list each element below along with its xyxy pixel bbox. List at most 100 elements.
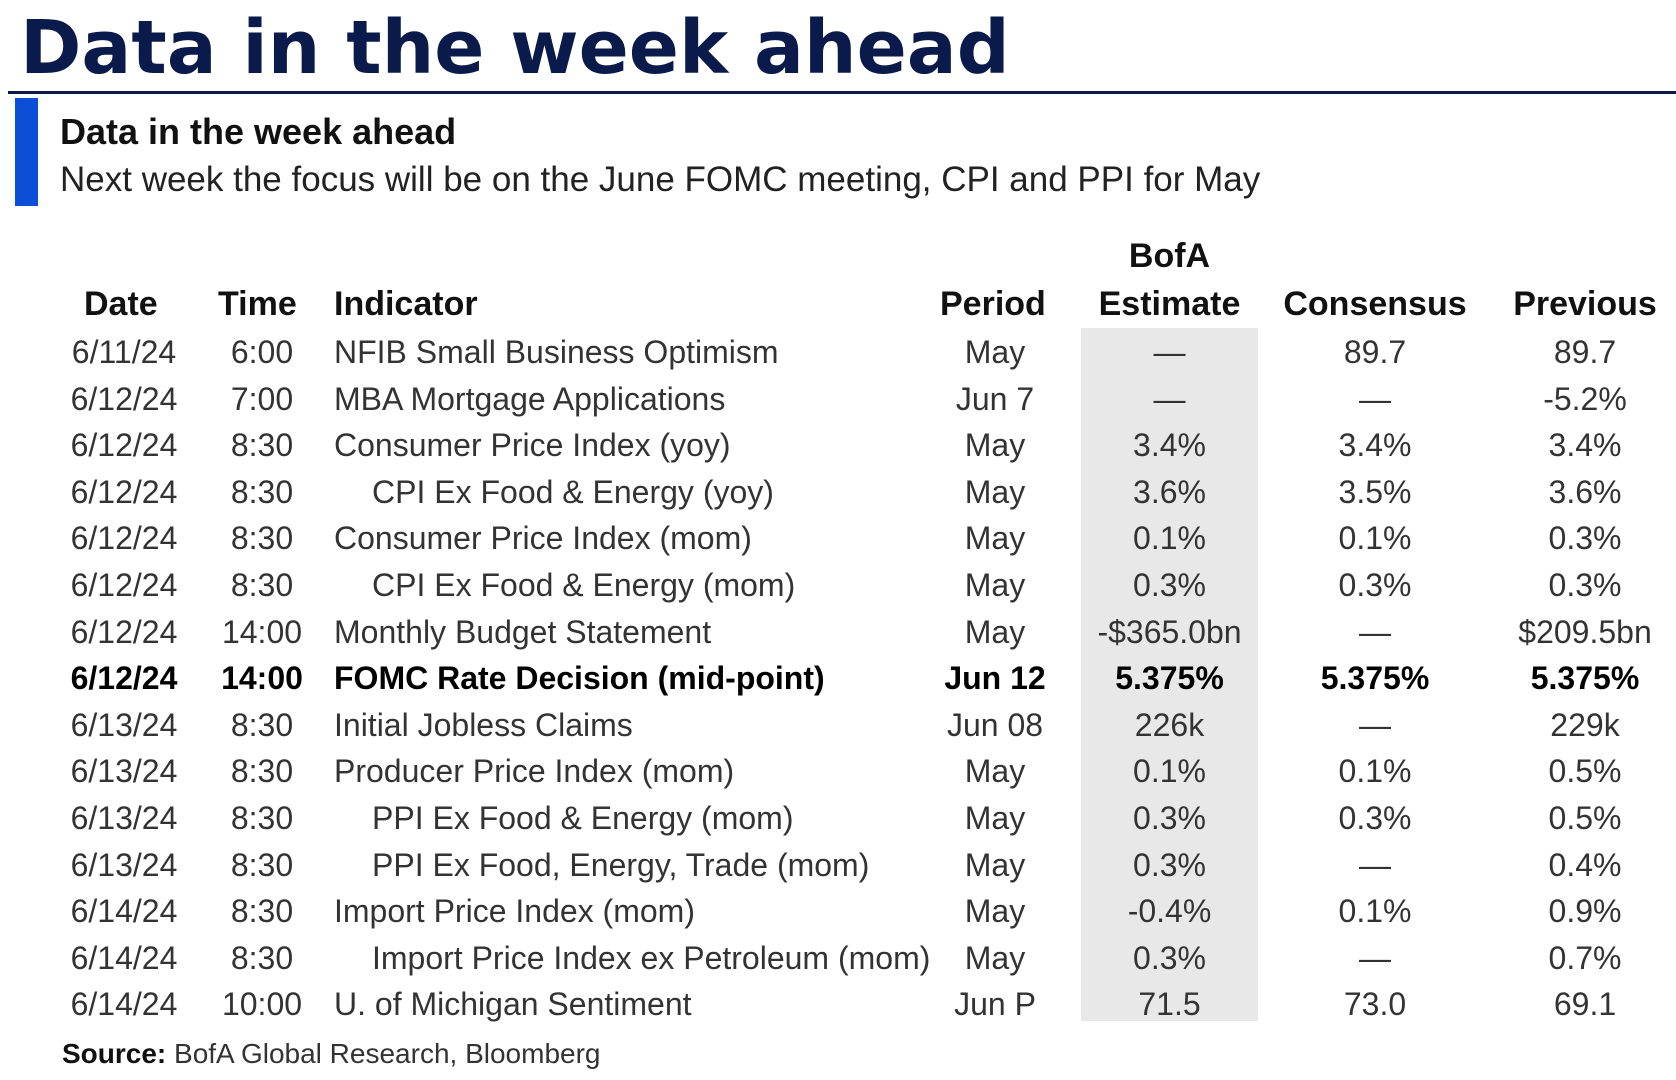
table-row: 6/12/24 14:00 Monthly Budget Statement M… [0, 609, 1676, 656]
cell-time: 8:30 [230, 706, 294, 743]
cell-indicator: MBA Mortgage Applications [334, 380, 726, 417]
cell-indicator: Producer Price Index (mom) [334, 753, 735, 790]
table-row: 6/12/24 8:30 CPI Ex Food & Energy (yoy) … [0, 469, 1676, 516]
header-consensus: Consensus [1283, 285, 1467, 323]
cell-bofa-estimate: 3.4% [1133, 427, 1206, 464]
table-row: 6/13/24 8:30 Producer Price Index (mom) … [0, 748, 1676, 795]
cell-previous: 0.3% [1548, 566, 1622, 603]
cell-previous: 3.6% [1548, 473, 1622, 510]
cell-period: Jun 08 [946, 706, 1044, 743]
cell-time: 8:30 [230, 520, 294, 557]
source-note: Source: BofA Global Research, Bloomberg [62, 1036, 600, 1072]
cell-date: 6/12/24 [70, 520, 178, 557]
table-row: 6/12/24 7:00 MBA Mortgage Applications J… [0, 376, 1676, 423]
cell-consensus: 73.0 [1343, 986, 1407, 1023]
cell-indicator: Import Price Index (mom) [334, 893, 695, 930]
cell-date: 6/12/24 [70, 613, 178, 650]
cell-bofa-estimate: 0.3% [1133, 846, 1206, 883]
cell-date: 6/14/24 [70, 939, 178, 976]
cell-consensus: 0.3% [1338, 799, 1412, 836]
cell-previous: 5.375% [1530, 660, 1640, 697]
cell-bofa-estimate: 0.1% [1133, 753, 1206, 790]
cell-date: 6/14/24 [70, 986, 178, 1023]
table-row: 6/12/24 8:30 CPI Ex Food & Energy (mom) … [0, 562, 1676, 609]
section-subtitle: Next week the focus will be on the June … [60, 160, 1261, 199]
cell-period: May [964, 566, 1026, 603]
cell-previous: 0.5% [1548, 799, 1622, 836]
cell-period: Jun 7 [955, 380, 1035, 417]
cell-indicator: CPI Ex Food & Energy (mom) [372, 566, 796, 603]
cell-indicator: Initial Jobless Claims [334, 706, 633, 743]
cell-bofa-estimate: -$365.0bn [1097, 613, 1242, 650]
table-row: 6/12/24 8:30 Consumer Price Index (yoy) … [0, 422, 1676, 469]
table-row: 6/14/24 8:30 Import Price Index ex Petro… [0, 935, 1676, 982]
cell-period: May [964, 520, 1026, 557]
cell-indicator: PPI Ex Food, Energy, Trade (mom) [372, 846, 870, 883]
cell-period: May [964, 893, 1026, 930]
cell-indicator: NFIB Small Business Optimism [334, 334, 779, 370]
cell-period: May [964, 846, 1026, 883]
cell-previous: 3.4% [1548, 427, 1622, 464]
cell-bofa-estimate: 226k [1134, 706, 1205, 743]
cell-bofa-estimate: 0.3% [1133, 799, 1206, 836]
cell-period: May [964, 613, 1026, 650]
table-row: 6/14/24 8:30 Import Price Index (mom) Ma… [0, 888, 1676, 935]
title-divider [8, 91, 1676, 94]
header-indicator: Indicator [334, 285, 478, 323]
cell-time: 6:00 [230, 334, 294, 370]
cell-indicator: Consumer Price Index (yoy) [334, 427, 731, 464]
bofa-estimate-column-highlight [1081, 328, 1258, 1021]
table-row: 6/12/24 14:00 FOMC Rate Decision (mid-po… [0, 655, 1676, 702]
cell-bofa-estimate: 0.3% [1133, 566, 1206, 603]
cell-time: 8:30 [230, 939, 294, 976]
cell-previous: 0.5% [1548, 753, 1622, 790]
cell-bofa-estimate: — [1153, 380, 1186, 417]
cell-indicator: Import Price Index ex Petroleum (mom) [372, 939, 931, 976]
table-row: 6/13/24 8:30 Initial Jobless Claims Jun … [0, 702, 1676, 749]
cell-period: May [964, 427, 1026, 464]
header-period: Period [940, 285, 1046, 323]
cell-period: May [964, 334, 1026, 370]
cell-time: 8:30 [230, 427, 294, 464]
cell-date: 6/13/24 [70, 753, 178, 790]
cell-date: 6/12/24 [70, 473, 178, 510]
cell-time: 14:00 [221, 613, 303, 650]
cell-previous: $209.5bn [1518, 613, 1652, 650]
cell-time: 8:30 [230, 846, 294, 883]
cell-date: 6/12/24 [70, 566, 178, 603]
cell-date: 6/13/24 [70, 799, 178, 836]
cell-previous: 0.3% [1548, 520, 1622, 557]
cell-consensus: — [1359, 380, 1391, 417]
cell-consensus: — [1359, 613, 1391, 650]
section-title: Data in the week ahead [60, 111, 457, 152]
cell-bofa-estimate: -0.4% [1127, 893, 1212, 930]
cell-time: 14:00 [221, 660, 303, 697]
cell-time: 8:30 [230, 566, 294, 603]
cell-previous: 0.9% [1548, 893, 1622, 930]
header-date: Date [84, 285, 158, 323]
header-previous: Previous [1513, 285, 1657, 323]
cell-consensus: 0.3% [1338, 566, 1412, 603]
cell-period: May [964, 799, 1026, 836]
cell-previous: 229k [1550, 706, 1620, 743]
cell-bofa-estimate: — [1153, 334, 1186, 370]
header-time: Time [218, 285, 297, 323]
cell-date: 6/13/24 [70, 846, 178, 883]
source-text: BofA Global Research, Bloomberg [166, 1038, 601, 1069]
cell-period: Jun 12 [944, 660, 1046, 697]
table-row: 6/13/24 8:30 PPI Ex Food, Energy, Trade … [0, 842, 1676, 889]
cell-consensus: 0.1% [1338, 520, 1412, 557]
cell-period: May [964, 753, 1026, 790]
cell-previous: 0.7% [1548, 939, 1622, 976]
cell-indicator: Consumer Price Index (mom) [334, 520, 752, 557]
cell-date: 6/12/24 [70, 380, 178, 417]
cell-date: 6/11/24 [71, 334, 177, 370]
cell-time: 7:00 [230, 380, 294, 417]
cell-previous: 89.7 [1553, 334, 1617, 370]
cell-period: May [964, 939, 1026, 976]
cell-period: Jun P [954, 986, 1036, 1023]
page-title: Data in the week ahead [20, 5, 1010, 91]
header-bofa-line2: Estimate [1098, 285, 1241, 323]
cell-consensus: 89.7 [1343, 334, 1407, 370]
cell-period: May [964, 473, 1026, 510]
